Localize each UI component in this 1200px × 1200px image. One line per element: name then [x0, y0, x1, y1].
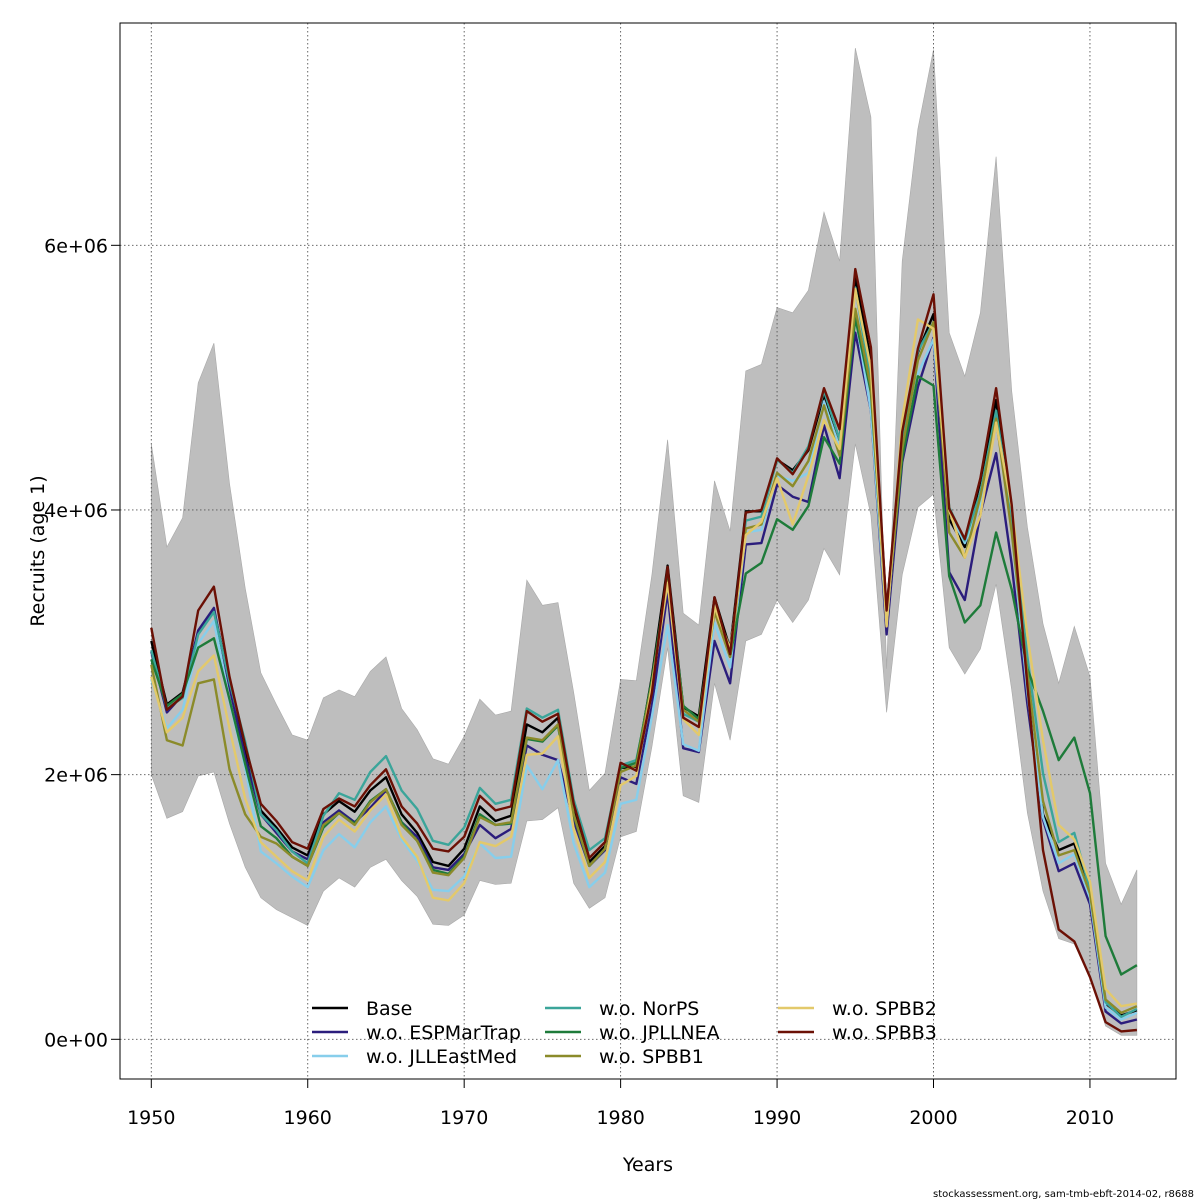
footer-credit: stockassessment.org, sam-tmb-ebft-2014-0…	[933, 1189, 1194, 1200]
x-tick-label: 2010	[1066, 1107, 1114, 1129]
legend-label: w.o. SPBB3	[832, 1022, 937, 1044]
y-tick-label: 6e+06	[44, 235, 108, 257]
legend-item-7: w.o. SPBB3	[778, 1022, 937, 1044]
x-axis: 1950 1960 1970 1980 1990 2000 2010	[127, 1078, 1114, 1129]
y-axis-title: Recruits (age 1)	[27, 475, 49, 626]
y-axis: 0e+00 2e+06 4e+06 6e+06	[44, 235, 121, 1051]
legend-item-0: Base	[312, 998, 412, 1020]
legend-item-1: w.o. ESPMarTrap	[312, 1022, 521, 1044]
legend-label: w.o. ESPMarTrap	[366, 1022, 521, 1044]
x-axis-title: Years	[622, 1154, 673, 1176]
legend-label: w.o. NorPS	[599, 998, 699, 1020]
x-tick-label: 1950	[127, 1107, 175, 1129]
x-tick-label: 1970	[440, 1107, 488, 1129]
grid-layer	[120, 23, 1176, 1079]
x-tick-label: 1980	[596, 1107, 644, 1129]
legend-item-4: w.o. JPLLNEA	[545, 1022, 720, 1044]
y-tick-label: 0e+00	[44, 1029, 108, 1051]
legend-item-6: w.o. SPBB2	[778, 998, 937, 1020]
legend-label: w.o. SPBB2	[832, 998, 937, 1020]
y-tick-label: 2e+06	[44, 765, 108, 787]
legend-item-3: w.o. NorPS	[545, 998, 699, 1020]
confidence-band-layer	[151, 48, 1138, 1036]
x-tick-label: 1990	[753, 1107, 801, 1129]
legend-label: w.o. SPBB1	[599, 1046, 704, 1068]
legend-label: Base	[366, 998, 412, 1020]
legend-item-2: w.o. JLLEastMed	[312, 1046, 517, 1068]
legend-label: w.o. JPLLNEA	[599, 1022, 720, 1044]
confidence-band	[151, 48, 1138, 1036]
x-tick-label: 1960	[284, 1107, 332, 1129]
legend-label: w.o. JLLEastMed	[366, 1046, 517, 1068]
series-line-7	[150, 267, 1138, 1033]
series-layer	[150, 267, 1138, 1033]
y-tick-label: 4e+06	[44, 500, 108, 522]
x-tick-label: 2000	[909, 1107, 957, 1129]
legend-item-5: w.o. SPBB1	[545, 1046, 704, 1068]
